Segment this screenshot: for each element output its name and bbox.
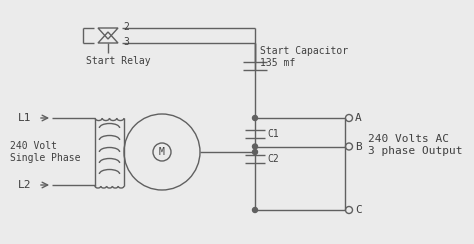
Text: A: A — [355, 113, 362, 123]
Circle shape — [253, 207, 257, 213]
Text: Start Capacitor
135 mf: Start Capacitor 135 mf — [260, 46, 348, 68]
Text: L1: L1 — [18, 113, 31, 123]
Text: M: M — [159, 147, 165, 157]
Circle shape — [253, 115, 257, 121]
Text: C2: C2 — [267, 154, 279, 164]
Text: C1: C1 — [267, 129, 279, 139]
Text: 2: 2 — [123, 22, 129, 32]
Text: L2: L2 — [18, 180, 31, 190]
Text: B: B — [355, 142, 362, 152]
Text: 3: 3 — [123, 37, 129, 47]
Text: Start Relay: Start Relay — [86, 56, 151, 66]
Text: C: C — [355, 205, 362, 215]
Circle shape — [253, 150, 257, 154]
Text: 240 Volt
Single Phase: 240 Volt Single Phase — [10, 141, 81, 163]
Text: 240 Volts AC
3 phase Output: 240 Volts AC 3 phase Output — [368, 134, 463, 156]
Circle shape — [253, 144, 257, 149]
